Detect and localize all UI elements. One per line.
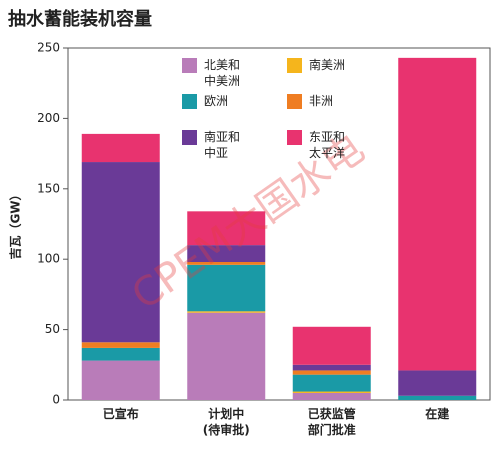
bar-segment — [292, 374, 371, 392]
x-tick-label: 计划中 (待审批) — [202, 407, 250, 437]
legend-label: 南亚和 中亚 — [204, 130, 241, 160]
bar-segment — [292, 392, 371, 400]
legend-swatch — [287, 130, 302, 145]
bar-segment — [81, 360, 160, 400]
legend-label: 南美洲 — [309, 58, 346, 72]
y-tick-label: 50 — [45, 322, 60, 336]
chart-title: 抽水蓄能装机容量 — [8, 8, 152, 30]
legend-label: 欧洲 — [204, 94, 229, 108]
bar-segment — [187, 262, 266, 265]
bar-segment — [187, 211, 266, 246]
bar-segment — [292, 391, 371, 393]
legend-swatch — [182, 130, 197, 145]
legend-swatch — [287, 94, 302, 109]
y-tick-label: 100 — [37, 252, 60, 266]
x-tick-label: 已获监管 部门批准 — [307, 407, 356, 437]
y-tick-label: 0 — [52, 393, 60, 407]
legend-swatch — [287, 58, 302, 73]
bar-segment — [187, 264, 266, 312]
y-axis-label: 吉瓦（GW） — [8, 188, 23, 259]
plot-frame — [67, 47, 491, 401]
bar-segment — [292, 364, 371, 371]
bar-segment — [81, 342, 160, 348]
bar-segment — [187, 245, 266, 263]
bar-segment — [398, 395, 477, 400]
x-tick-label: 在建 — [425, 407, 450, 421]
bar-segment — [81, 347, 160, 361]
bar-segment — [292, 370, 371, 375]
x-tick-label: 已宣布 — [102, 407, 139, 421]
bar-segment — [398, 370, 477, 396]
y-tick-label: 150 — [37, 181, 60, 195]
legend-swatch — [182, 58, 197, 73]
legend-swatch — [182, 94, 197, 109]
bar-segment — [292, 326, 371, 365]
y-tick-label: 200 — [37, 111, 60, 125]
legend-label: 北美和 中美洲 — [204, 58, 241, 88]
legend-label: 东亚和 太平洋 — [309, 130, 346, 160]
bar-segment — [81, 133, 160, 163]
bar-segment — [81, 162, 160, 343]
bar-segment — [398, 57, 477, 371]
bar-segment — [187, 311, 266, 313]
y-tick-label: 250 — [37, 41, 60, 55]
legend-label: 非洲 — [309, 94, 334, 108]
bar-segment — [187, 312, 266, 400]
